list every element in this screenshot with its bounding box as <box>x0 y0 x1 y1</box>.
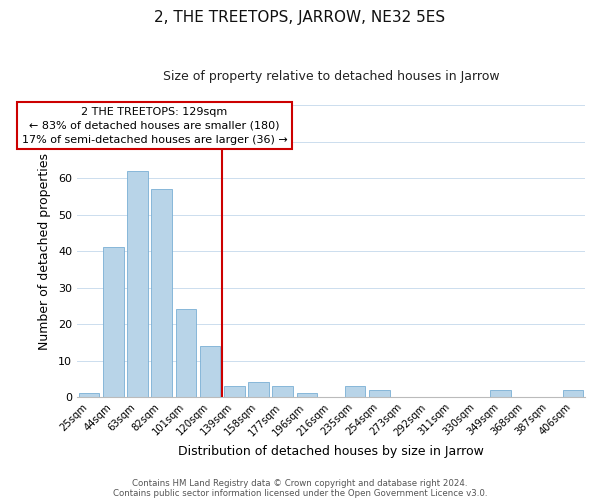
Bar <box>248 382 269 397</box>
Bar <box>151 189 172 397</box>
Title: Size of property relative to detached houses in Jarrow: Size of property relative to detached ho… <box>163 70 499 83</box>
Bar <box>490 390 511 397</box>
Bar <box>79 394 100 397</box>
Y-axis label: Number of detached properties: Number of detached properties <box>38 152 51 350</box>
Bar <box>176 310 196 397</box>
Text: Contains HM Land Registry data © Crown copyright and database right 2024.: Contains HM Land Registry data © Crown c… <box>132 478 468 488</box>
Text: 2, THE TREETOPS, JARROW, NE32 5ES: 2, THE TREETOPS, JARROW, NE32 5ES <box>154 10 446 25</box>
X-axis label: Distribution of detached houses by size in Jarrow: Distribution of detached houses by size … <box>178 444 484 458</box>
Bar <box>200 346 220 397</box>
Bar <box>345 386 365 397</box>
Text: Contains public sector information licensed under the Open Government Licence v3: Contains public sector information licen… <box>113 488 487 498</box>
Bar <box>224 386 245 397</box>
Bar <box>369 390 389 397</box>
Bar <box>272 386 293 397</box>
Text: 2 THE TREETOPS: 129sqm
← 83% of detached houses are smaller (180)
17% of semi-de: 2 THE TREETOPS: 129sqm ← 83% of detached… <box>22 107 287 145</box>
Bar <box>296 394 317 397</box>
Bar <box>103 248 124 397</box>
Bar <box>127 170 148 397</box>
Bar <box>563 390 583 397</box>
